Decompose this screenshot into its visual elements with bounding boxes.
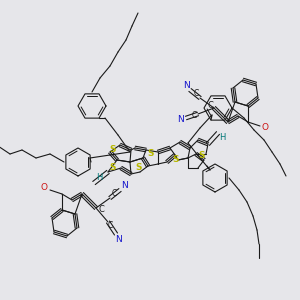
Text: H: H	[96, 172, 102, 182]
Text: S: S	[136, 164, 142, 172]
Text: S: S	[148, 149, 154, 158]
Text: S: S	[110, 164, 116, 172]
Text: C: C	[107, 221, 112, 230]
Text: O: O	[262, 122, 268, 131]
Text: C: C	[207, 101, 213, 110]
Text: C: C	[191, 112, 196, 121]
Text: C: C	[98, 206, 104, 214]
Text: S: S	[110, 146, 116, 154]
Text: S: S	[199, 151, 205, 160]
Text: N: N	[183, 82, 189, 91]
Text: H: H	[219, 134, 225, 142]
Text: C: C	[111, 190, 117, 199]
Text: N: N	[178, 116, 184, 124]
Text: N: N	[115, 236, 122, 244]
Text: S: S	[173, 155, 179, 164]
Text: N: N	[121, 182, 128, 190]
Text: C: C	[194, 89, 199, 98]
Text: O: O	[40, 184, 47, 193]
